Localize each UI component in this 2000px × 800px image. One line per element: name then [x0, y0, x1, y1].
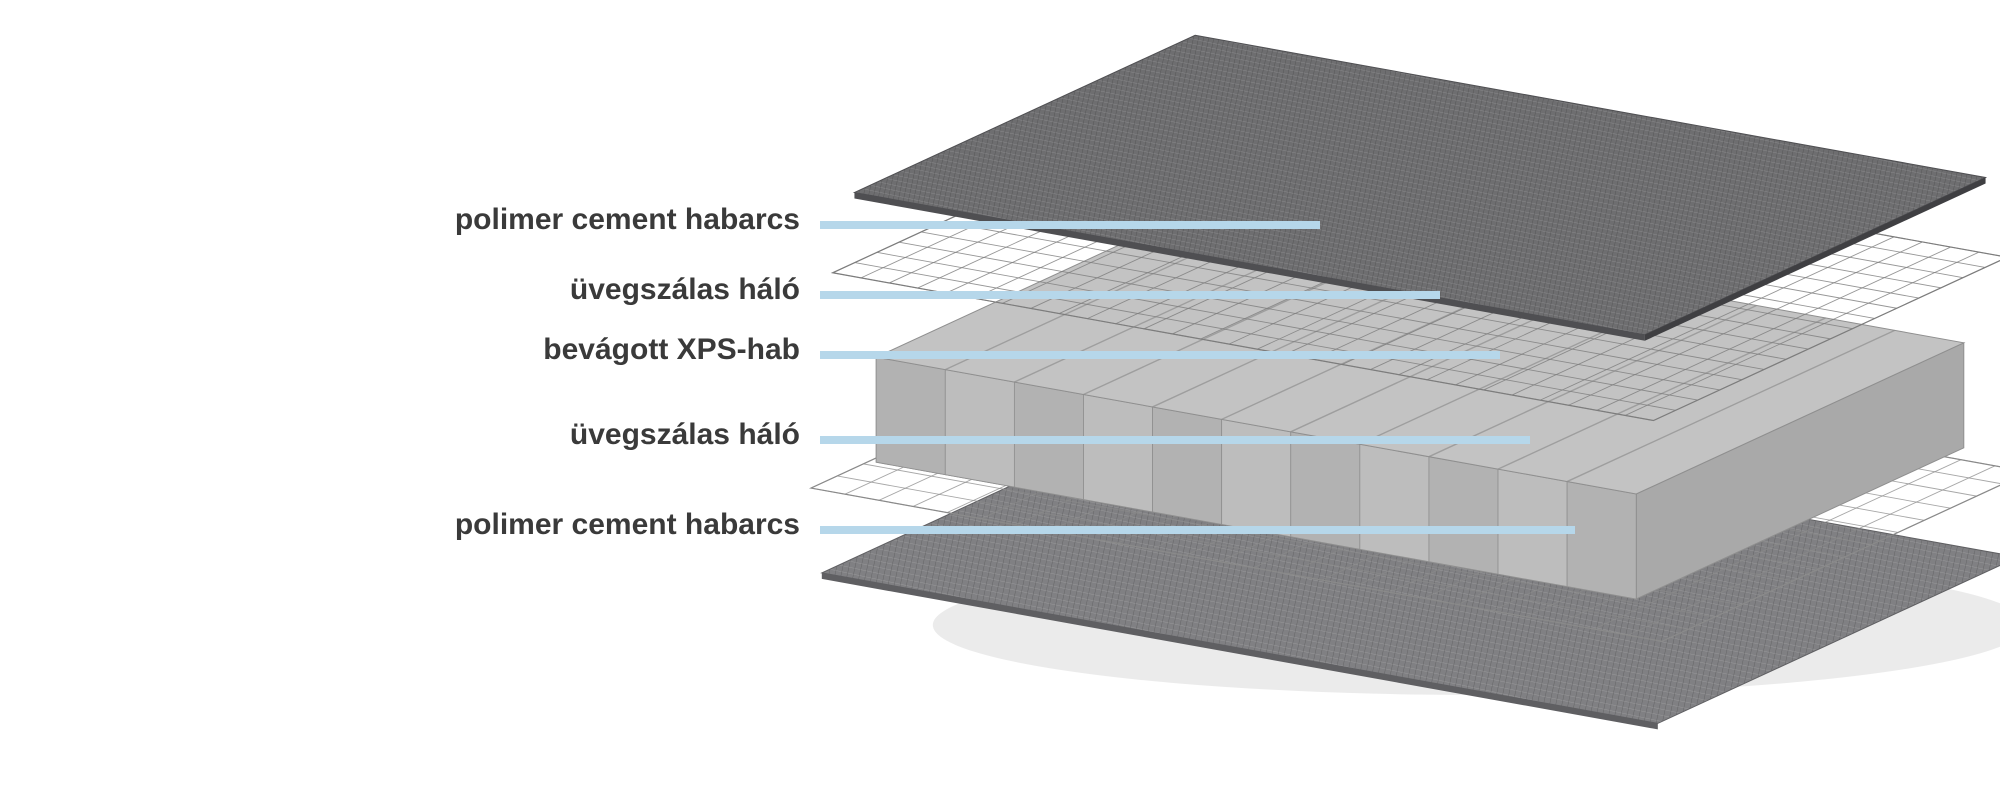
leader-line — [820, 291, 1440, 299]
exploded-layers-illustration — [0, 0, 2000, 800]
leader-line — [820, 351, 1500, 359]
leader-line — [820, 526, 1575, 534]
layer-label: üvegszálas háló — [570, 273, 800, 307]
layered-panel-diagram: polimer cement habarcs üvegszálas háló bev… — [0, 0, 2000, 800]
layer-label: bevágott XPS-hab — [543, 333, 800, 367]
layer-label: üvegszálas háló — [570, 418, 800, 452]
leader-line — [820, 221, 1320, 229]
layer-label: polimer cement habarcs — [455, 203, 800, 237]
layer-label: polimer cement habarcs — [455, 508, 800, 542]
leader-line — [820, 436, 1530, 444]
